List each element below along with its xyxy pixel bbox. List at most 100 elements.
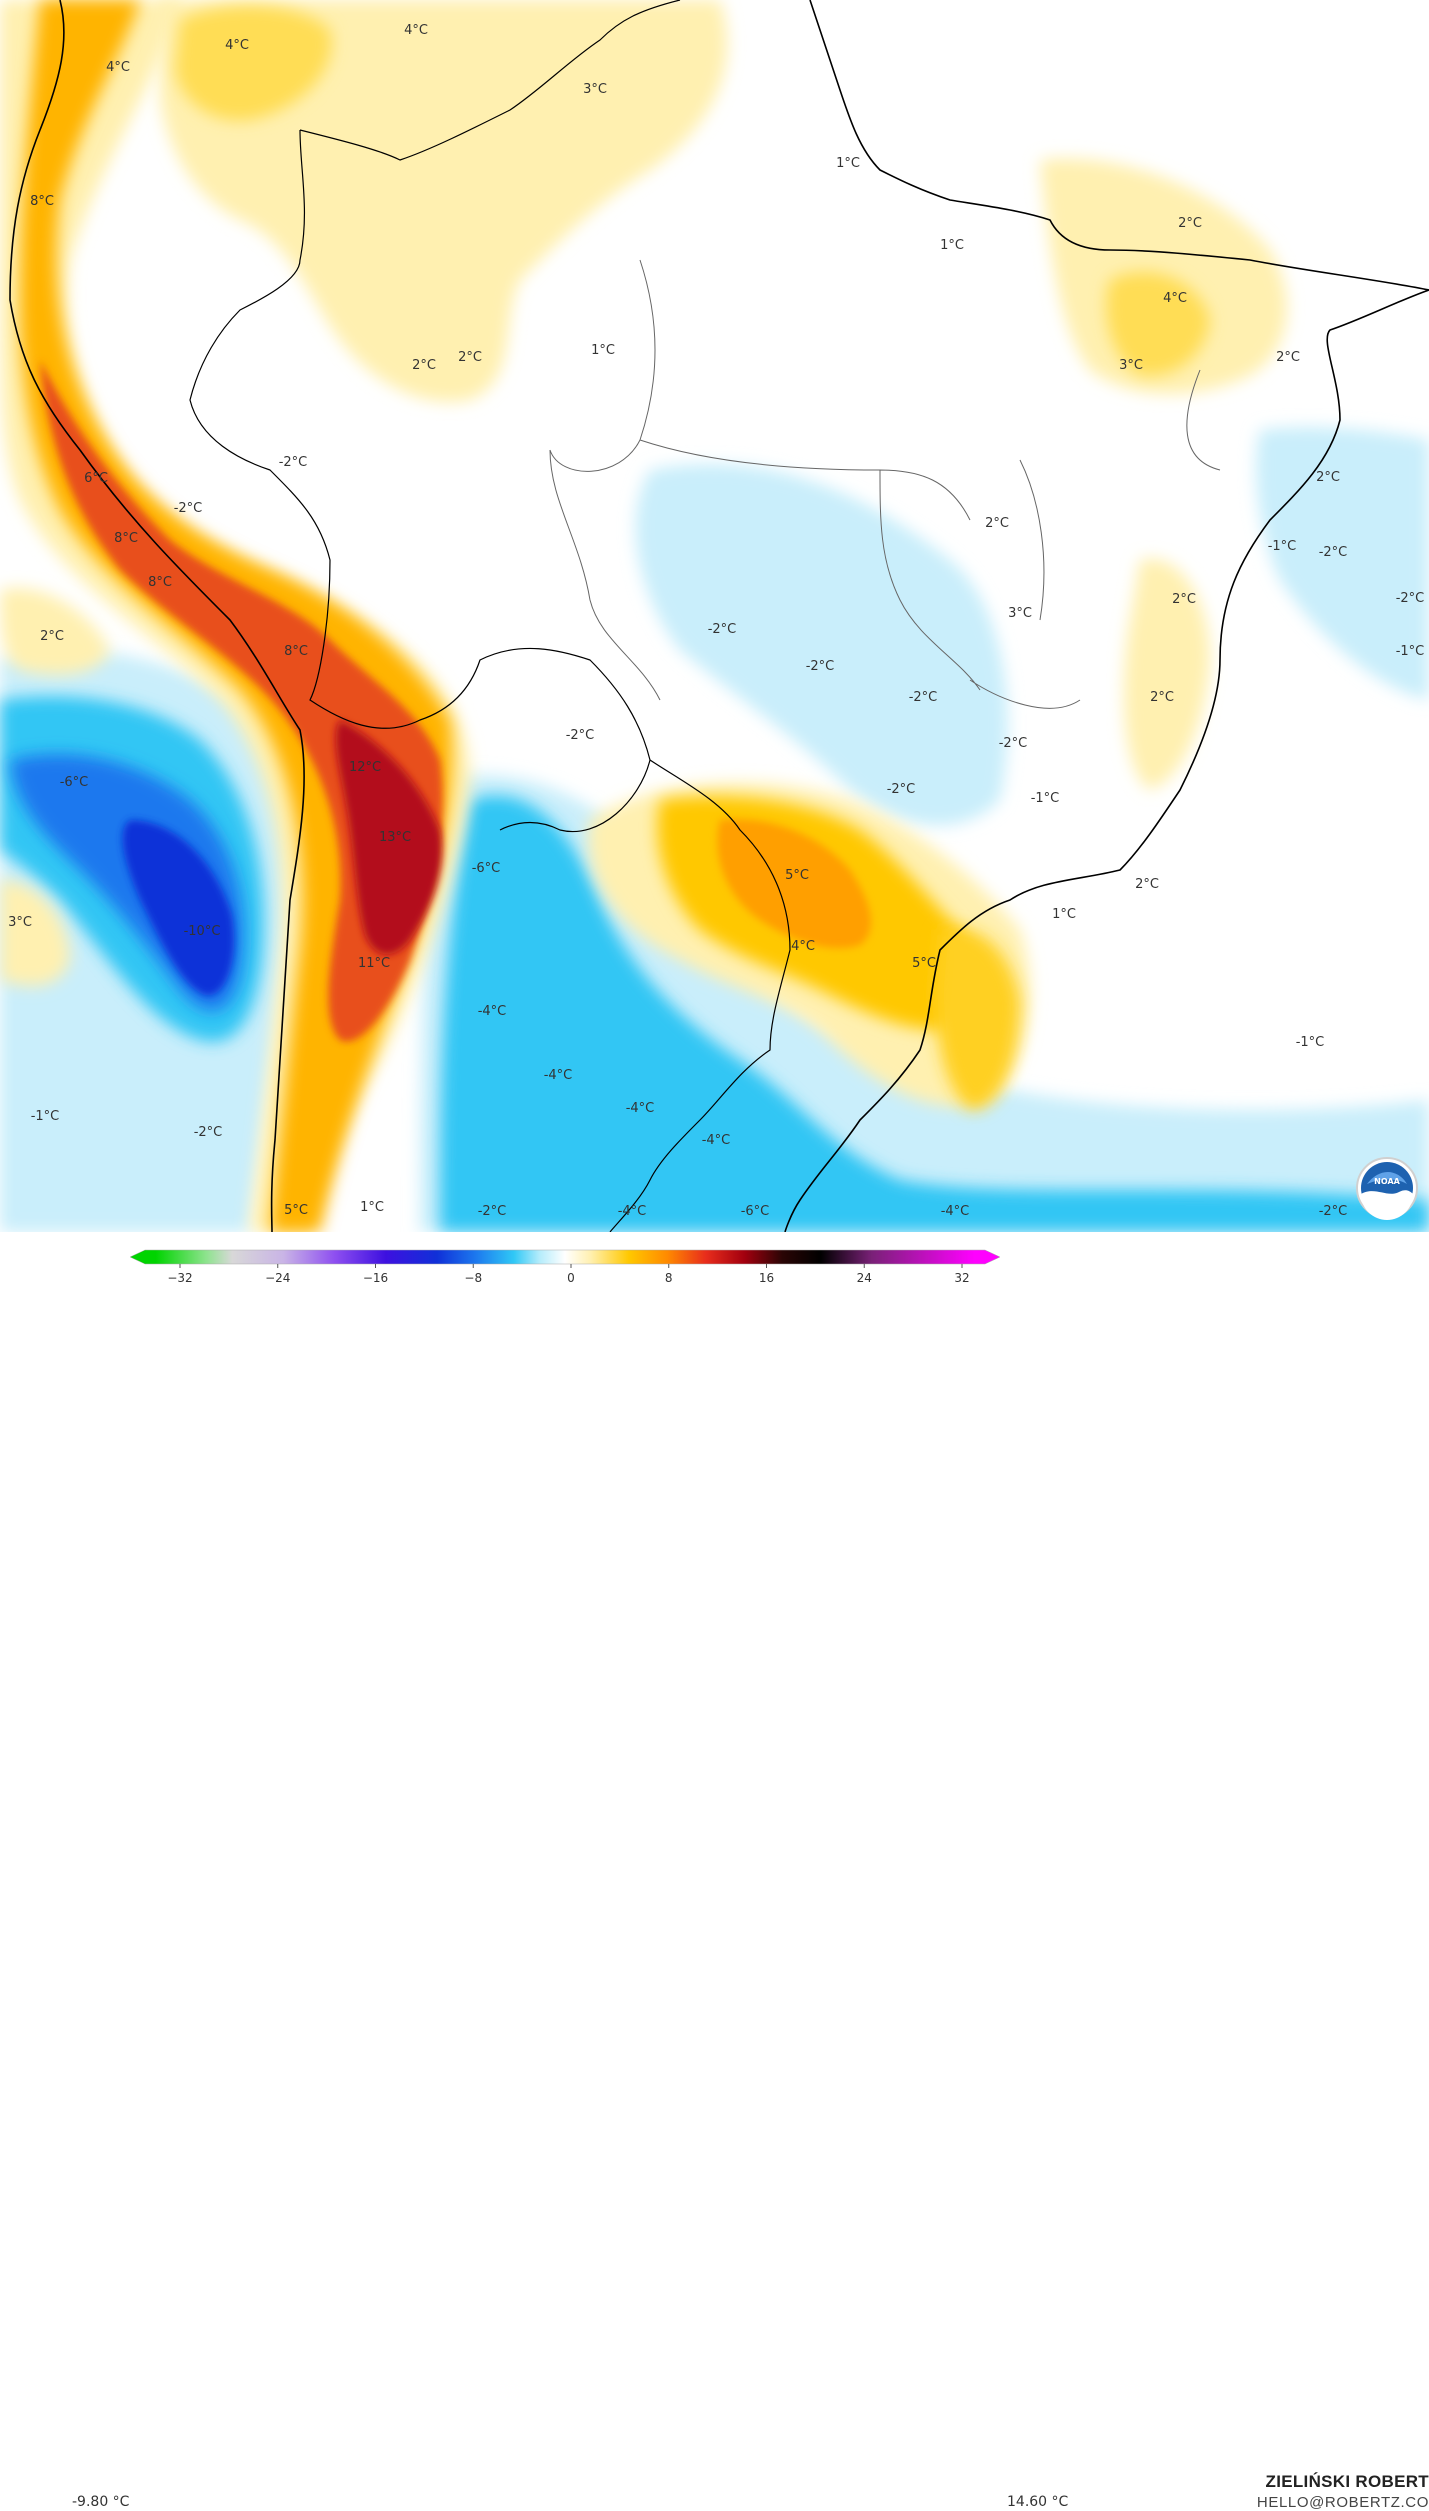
temperature-label: -4°C xyxy=(941,1204,970,1219)
colorbar-tick-label: 8 xyxy=(665,1271,673,1285)
atlantic-warm xyxy=(935,928,1020,1110)
temperature-label: -4°C xyxy=(544,1068,573,1083)
temperature-label: -10°C xyxy=(184,924,221,939)
north-warm-patches xyxy=(160,0,728,402)
internal-borders xyxy=(549,259,1221,709)
temperature-label: 2°C xyxy=(1316,470,1340,485)
temperature-label: -1°C xyxy=(31,1109,60,1124)
temperature-label: 2°C xyxy=(412,358,436,373)
pacific-warm-2 xyxy=(0,880,70,986)
temperature-label: -2°C xyxy=(909,690,938,705)
temperature-label: 2°C xyxy=(458,350,482,365)
east-atlantic-cold xyxy=(1256,427,1429,700)
temperature-label: -1°C xyxy=(1031,791,1060,806)
andes-warm-core xyxy=(335,720,442,955)
pacific-cold-core xyxy=(122,820,235,996)
temperature-label: 11°C xyxy=(358,956,390,971)
temperature-label: -1°C xyxy=(1296,1035,1325,1050)
noaa-logo-bird xyxy=(1367,1172,1407,1184)
temperature-label: -2°C xyxy=(279,455,308,470)
temperature-label: 3°C xyxy=(1119,358,1143,373)
temperature-label: 3°C xyxy=(583,82,607,97)
temperature-label: 1°C xyxy=(940,238,964,253)
temperature-label: -2°C xyxy=(708,622,737,637)
temperature-label: 8°C xyxy=(114,531,138,546)
author-email: HELLO@ROBERTZ.CO xyxy=(1256,2494,1429,2511)
temperature-label: 1°C xyxy=(591,343,615,358)
noaa-logo-text: NOAA xyxy=(1374,1177,1400,1186)
colorbar-min-label: -9.80 °C xyxy=(72,2494,130,2510)
temperature-label: 2°C xyxy=(1135,877,1159,892)
temperature-label: 3°C xyxy=(8,915,32,930)
colorbar-ticks: −32 −24 −16 −8 0 8 16 24 32 xyxy=(167,1264,970,1285)
temperature-label: 4°C xyxy=(791,939,815,954)
temperature-label: -1°C xyxy=(1396,644,1425,659)
temperature-label: 5°C xyxy=(785,868,809,883)
south-cold-mid xyxy=(440,795,1429,1232)
northeast-warm-mid xyxy=(1106,272,1210,376)
north-warm-mid xyxy=(175,6,332,121)
temperature-label: -2°C xyxy=(174,501,203,516)
coastline-layer xyxy=(9,0,1429,1233)
temperature-label: -4°C xyxy=(618,1204,647,1219)
temperature-label: -2°C xyxy=(806,659,835,674)
colorbar-tick-label: −8 xyxy=(464,1271,482,1285)
temperature-label: -1°C xyxy=(1268,539,1297,554)
temperature-label: 1°C xyxy=(836,156,860,171)
temperature-label: -2°C xyxy=(478,1204,507,1219)
footer: -9.80 °C −32 −24 −16 −8 0 8 16 24 32 14.60 °C ZI… xyxy=(0,1232,1429,2511)
temperature-label: 8°C xyxy=(148,575,172,590)
temperature-label: -2°C xyxy=(999,736,1028,751)
map-canvas: 4°C 4°C 4°C 3°C 1°C 8°C 2°C 1°C 4°C 1°C 2°C 2°C 3°C 2… xyxy=(0,0,1429,1233)
colorbar-tick-label: 16 xyxy=(759,1271,774,1285)
temperature-labels: 4°C 4°C 4°C 3°C 1°C 8°C 2°C 1°C 4°C 1°C 2°C 2°C 3°C 2… xyxy=(8,23,1424,1219)
temperature-label: 3°C xyxy=(1008,606,1032,621)
temperature-label: 13°C xyxy=(379,830,411,845)
temperature-label: -2°C xyxy=(1319,1204,1348,1219)
temperature-label: -4°C xyxy=(702,1133,731,1148)
temperature-label: -2°C xyxy=(194,1125,223,1140)
temperature-label: 1°C xyxy=(1052,907,1076,922)
noaa-logo: NOAA xyxy=(1356,1157,1418,1220)
temperature-label: 2°C xyxy=(1150,690,1174,705)
temperature-label: -2°C xyxy=(1396,591,1425,606)
temperature-label: 2°C xyxy=(1178,216,1202,231)
colorbar-tick-label: −32 xyxy=(167,1271,192,1285)
borders-layer xyxy=(189,0,791,1233)
colorbar-tick-label: −16 xyxy=(363,1271,388,1285)
cold-anomaly-layer xyxy=(0,427,1429,1232)
temperature-label: -2°C xyxy=(1319,545,1348,560)
temperature-label: 4°C xyxy=(225,38,249,53)
west-pacific-warm xyxy=(0,588,110,675)
temperature-label: -2°C xyxy=(566,728,595,743)
state-borders-layer xyxy=(549,259,1221,709)
temperature-label: 5°C xyxy=(912,956,936,971)
brazil-border xyxy=(189,0,791,1233)
temperature-label: -4°C xyxy=(626,1101,655,1116)
colorbar-max-label: 14.60 °C xyxy=(1007,2494,1069,2510)
east-coast-warm xyxy=(1124,558,1210,790)
colorbar-tick-label: 0 xyxy=(567,1271,575,1285)
south-america-coastline xyxy=(9,0,1429,1233)
temperature-label: -6°C xyxy=(741,1204,770,1219)
temperature-label: 12°C xyxy=(349,760,381,775)
temperature-label: 4°C xyxy=(404,23,428,38)
temperature-label: 5°C xyxy=(284,1203,308,1218)
temperature-anomaly-map: 4°C 4°C 4°C 3°C 1°C 8°C 2°C 1°C 4°C 1°C 2°C 2°C 3°C 2… xyxy=(0,0,1429,1233)
temperature-label: -6°C xyxy=(472,861,501,876)
colorbar-gradient xyxy=(130,1249,1001,1265)
author-name: ZIELIŃSKI ROBERT xyxy=(1265,2472,1429,2491)
temperature-label: 8°C xyxy=(30,194,54,209)
brazil-cold-patches xyxy=(635,464,1008,826)
temperature-label: -2°C xyxy=(887,782,916,797)
colorbar-tick-label: 24 xyxy=(857,1271,872,1285)
temperature-label: 6°C xyxy=(84,471,108,486)
temperature-label: 2°C xyxy=(40,629,64,644)
warm-anomaly-layer xyxy=(0,0,1287,1232)
temperature-label: 2°C xyxy=(1276,350,1300,365)
temperature-label: 4°C xyxy=(106,60,130,75)
temperature-label: 2°C xyxy=(985,516,1009,531)
temperature-label: 8°C xyxy=(284,644,308,659)
temperature-label: 1°C xyxy=(360,1200,384,1215)
noaa-logo-wave xyxy=(1361,1190,1413,1220)
